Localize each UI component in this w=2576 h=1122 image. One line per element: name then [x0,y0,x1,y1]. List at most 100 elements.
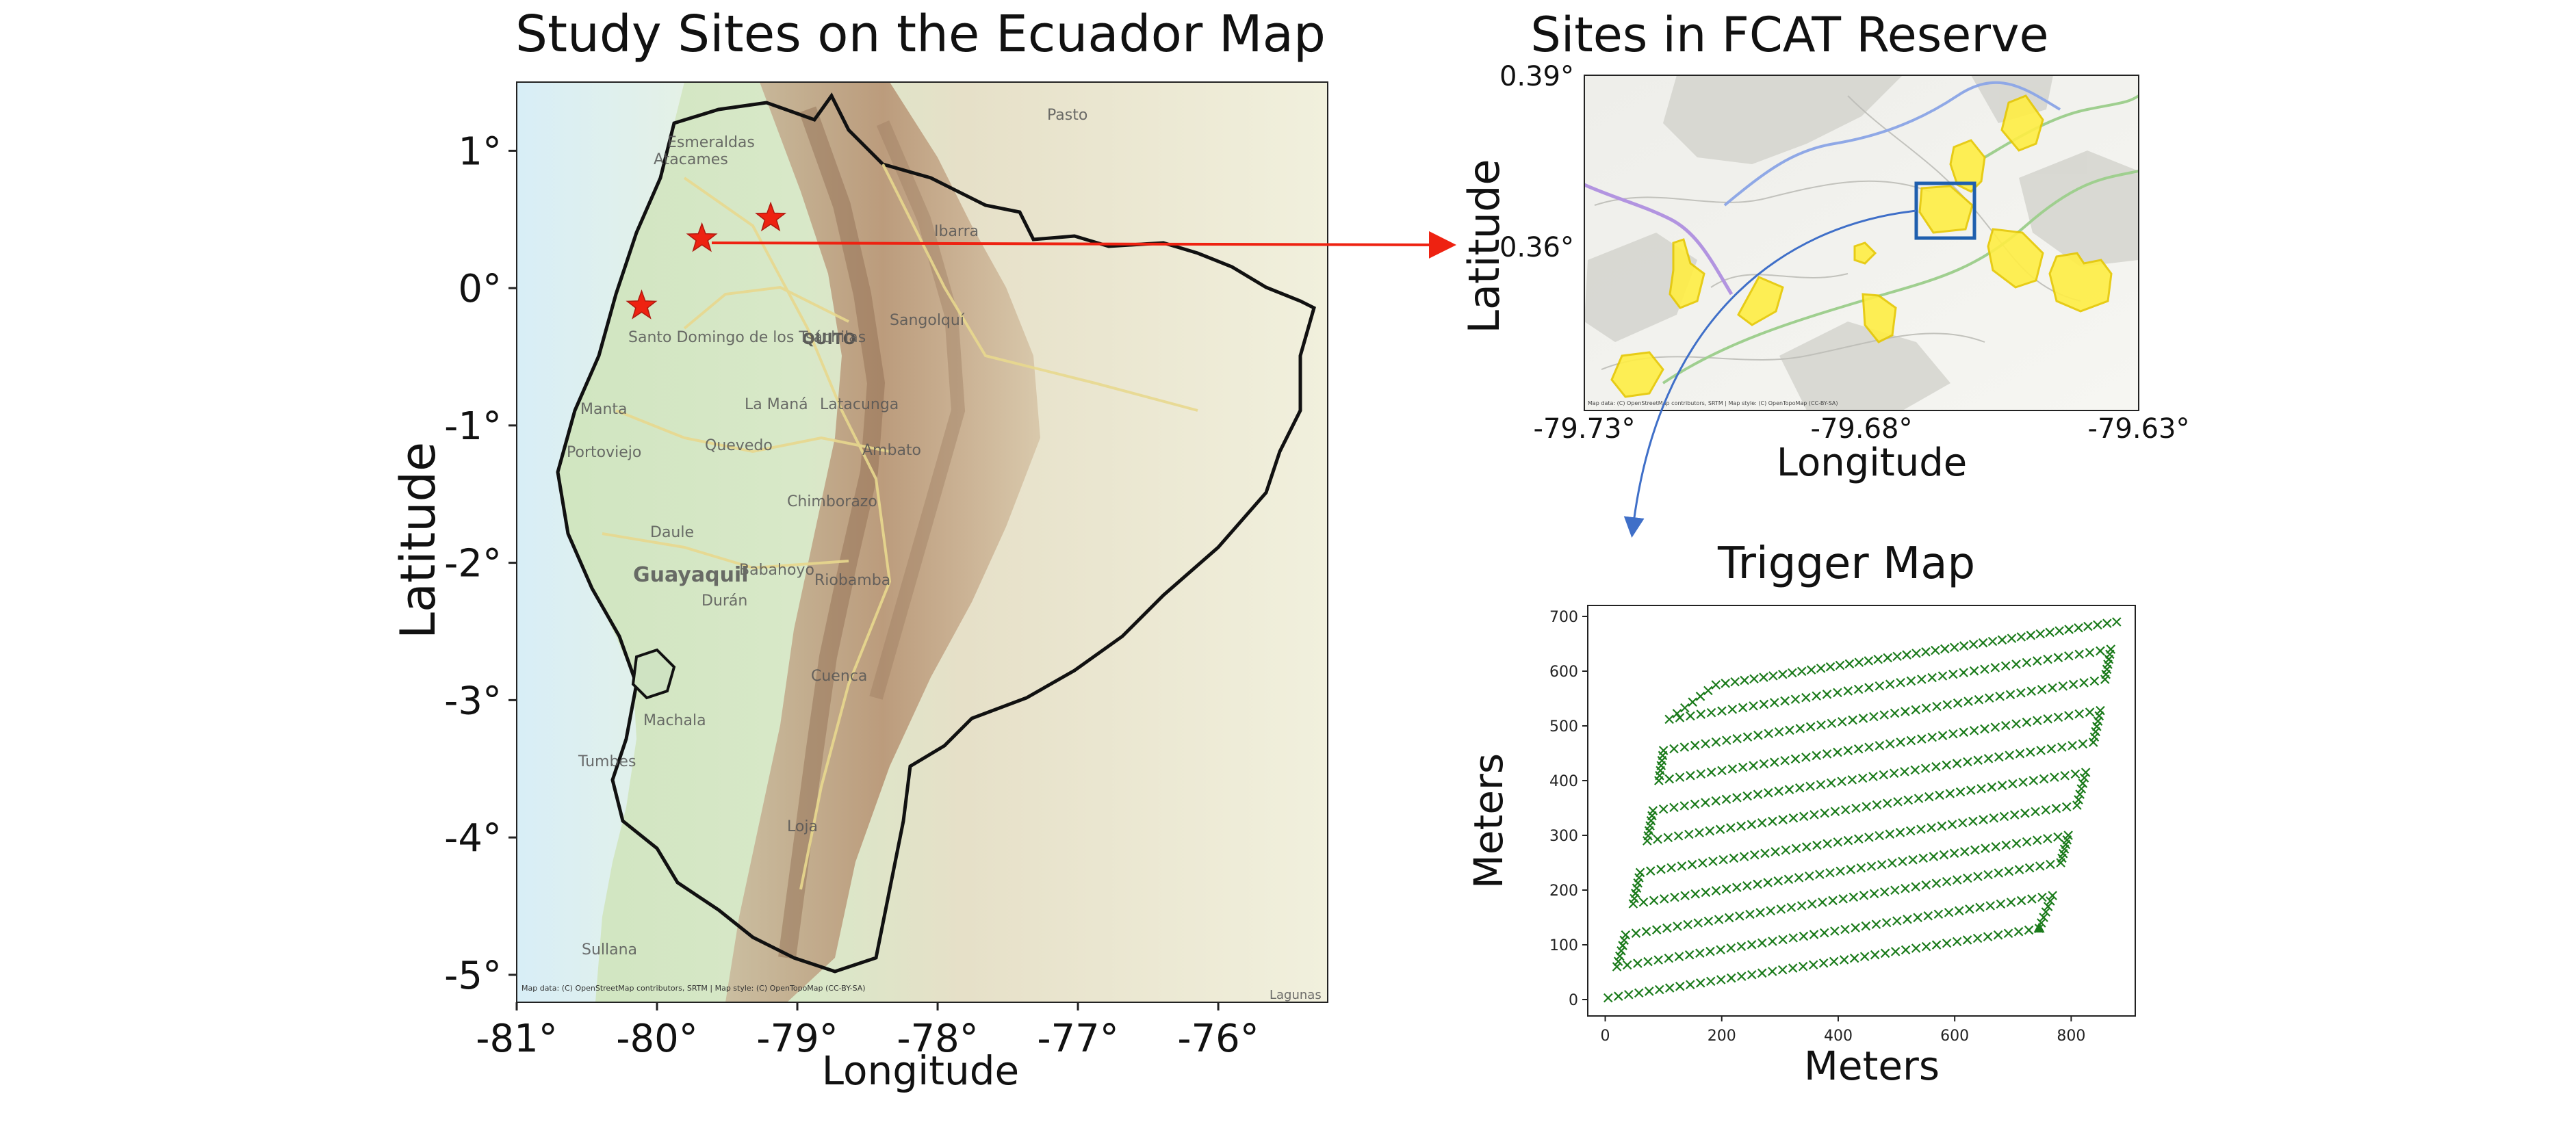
trigger-point [1976,784,1986,794]
trigger-point [1906,735,1916,746]
trigger-point [1948,669,1958,679]
place-label: Ambato [862,442,921,459]
trigger-point [1954,906,1964,916]
x-tick-label: 800 [2057,1028,2085,1045]
trigger-point [2000,720,2011,731]
trigger-point [2016,896,2026,906]
trigger-point [1679,801,1690,811]
trigger-point [1726,973,1736,983]
trigger-point [2063,831,2073,840]
reserve-map-title: Sites in FCAT Reserve [1530,7,2048,63]
trigger-point [1613,956,1623,967]
trigger-point [1818,958,1829,968]
trigger-point [1747,969,1757,980]
trigger-point [1983,932,1993,941]
y-tick-label: 300 [1549,828,1578,845]
site-to-trigger-arrow [1623,209,1917,538]
trigger-point [1780,696,1790,706]
trigger-point [1749,761,1758,770]
trigger-point [1701,739,1710,748]
terrain-relief [1584,75,2139,410]
trigger-point [1736,821,1746,831]
trigger-point [1706,707,1716,718]
trigger-point [1969,666,1979,676]
trigger-point [2051,803,2061,813]
place-label: Lagunas [1270,988,1322,1002]
trigger-point [1753,879,1762,889]
trigger-point [2024,925,2034,935]
place-label: Santo Domingo de los Tsáchilas [628,329,866,346]
trigger-point [1801,753,1811,762]
trigger-point [1959,727,1969,738]
trigger-point [1830,807,1840,816]
place-label: QUITO [802,331,855,348]
trigger-point [1968,640,1979,649]
place-label: Latacunga [820,396,899,413]
trigger-point [1690,740,1700,751]
site-polygon [1918,185,1974,234]
ecuador-x-ticks: -81° -80° -79° -78° -77° -76° [476,1002,1259,1061]
trigger-point [1705,826,1715,836]
x-tick-label: -76° [1177,1017,1259,1061]
trigger-point [1902,650,1911,660]
trigger-point [1942,700,1953,709]
trigger-point [2057,742,2067,752]
trigger-point [1653,834,1662,844]
trigger-point [1796,901,1807,911]
trigger-point [1757,818,1767,828]
site-polygon [1669,238,1705,309]
trigger-point [1753,730,1763,740]
road-network [602,164,1198,890]
trigger-point [1730,677,1740,687]
trigger-point [1769,698,1779,707]
trigger-point [1742,732,1753,742]
trigger-point [2089,676,2100,686]
boundary-green [1662,170,2139,384]
trigger-point [1672,709,1682,718]
y-tick-label: -2° [444,542,502,586]
trigger-point [1721,884,1731,894]
trigger-point [1781,845,1791,855]
trigger-point [2005,690,2015,700]
trigger-point [1883,653,1892,663]
trigger-point [1669,744,1679,754]
trigger-point [2046,896,2055,906]
trigger-point [1757,938,1767,948]
ecuador-map-attribution: Map data: (C) OpenStreetMap contributors… [521,984,866,993]
trigger-point [1942,760,1952,770]
trigger-point [1612,962,1622,971]
trigger-point [1768,816,1777,826]
trigger-point [1747,820,1757,829]
trigger-point [1974,694,1984,705]
trigger-point [1833,837,1843,847]
trigger-point [2106,644,2116,654]
trigger-point [1944,907,1954,917]
trigger-point [1819,928,1829,938]
y-tick-label: 100 [1549,937,1578,954]
trigger-point [1918,853,1928,863]
trigger-point [1966,785,1976,795]
trigger-point [2074,709,2084,719]
trigger-point [2083,621,2093,631]
trigger-point [1703,916,1714,926]
trigger-point [1905,826,1916,836]
y-tick-label: 0° [458,267,502,311]
trigger-point [1664,774,1674,784]
trigger-point [1808,960,1818,969]
trigger-point [1796,666,1807,677]
trigger-point [1854,657,1864,667]
trigger-point [1648,806,1658,816]
trigger-point [1764,729,1774,739]
trigger-point [2001,840,2011,850]
trigger-point [2064,625,2074,634]
trigger-point [1903,795,1914,805]
trigger-point [1638,897,1649,907]
trigger-point [2048,683,2057,693]
puna-island [631,648,676,700]
place-label: Tumbes [578,753,636,770]
trigger-point [1880,948,1890,958]
trigger-point [1997,781,2007,790]
trigger-point [1869,712,1879,722]
trigger-point [1853,834,1864,844]
trigger-point [1931,878,1942,888]
